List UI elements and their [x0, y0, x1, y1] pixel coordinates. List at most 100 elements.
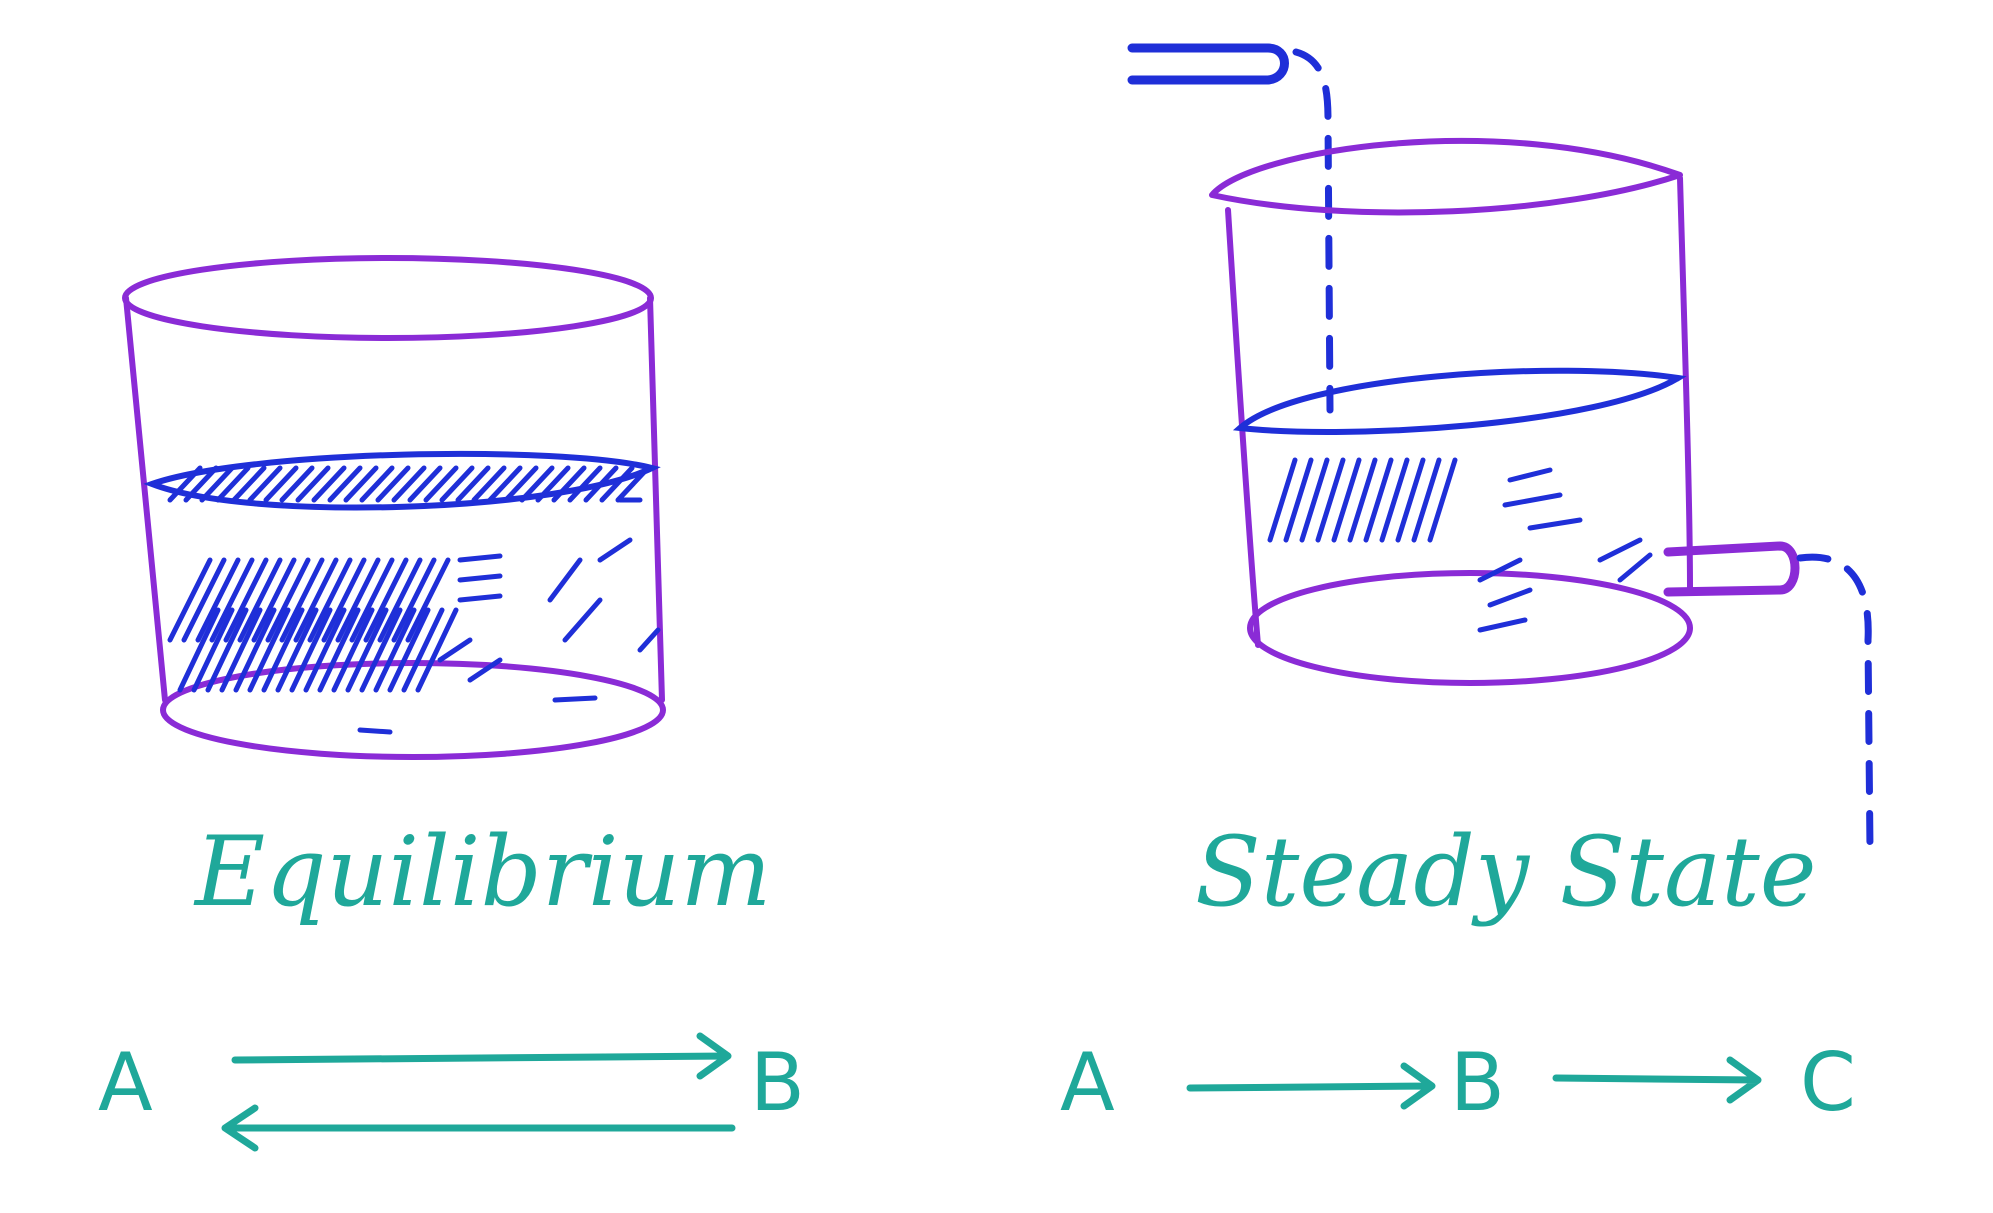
hatch-stroke: [1299, 457, 1330, 543]
equilibrium-caption: Equilibrium: [193, 816, 771, 928]
hatch-stroke: [599, 465, 635, 503]
vessel-right-wall: [1677, 175, 1693, 593]
hatch-stroke: [439, 465, 475, 503]
hatch-stroke: [547, 557, 583, 603]
hatch-stroke: [597, 537, 633, 563]
hatch-stroke: [167, 557, 213, 643]
vessel-right-wall: [647, 295, 665, 703]
hatch-stroke: [1315, 457, 1346, 543]
hatch-stroke: [303, 607, 347, 693]
equilibrium-reaction: A B: [98, 1032, 805, 1152]
hatch-stroke: [331, 607, 375, 693]
liquid-hatching: [1267, 457, 1653, 633]
hatch-stroke: [231, 465, 267, 503]
hatch-stroke: [1477, 557, 1523, 583]
hatch-stroke: [415, 607, 459, 693]
hatch-stroke: [311, 465, 347, 503]
hatch-stroke: [167, 465, 203, 503]
hatch-stroke: [401, 607, 445, 693]
vessel-left-wall: [1225, 207, 1261, 648]
hatch-stroke: [562, 597, 603, 643]
hatch-stroke: [199, 465, 235, 503]
hatch-stroke: [1527, 517, 1583, 531]
steady-state-panel: [1127, 43, 1874, 854]
hatch-stroke: [289, 607, 333, 693]
hatch-stroke: [1487, 587, 1533, 608]
hatch-stroke: [275, 607, 319, 693]
steady-state-reaction: A B C: [1060, 1036, 1856, 1129]
hatch-stroke: [457, 553, 503, 563]
hatch-stroke: [307, 557, 353, 643]
hatch-stroke: [357, 727, 393, 735]
a-to-b-arrow: [1186, 1062, 1436, 1110]
outlet-tap: [1663, 541, 1874, 854]
species-b: B: [1450, 1036, 1505, 1129]
hatch-stroke: [1597, 537, 1643, 563]
forward-arrow: [231, 1032, 732, 1080]
hatch-stroke: [219, 607, 263, 693]
hatch-stroke: [177, 607, 221, 693]
vessel-bottom: [1247, 570, 1693, 686]
outlet-pipe: [1663, 541, 1800, 597]
hatch-stroke: [1411, 457, 1442, 543]
hatch-stroke: [1502, 492, 1563, 508]
hatch-stroke: [317, 607, 361, 693]
hatch-stroke: [327, 465, 363, 503]
species-a: A: [1060, 1036, 1115, 1129]
species-c: C: [1800, 1036, 1856, 1129]
vessel-bottom: [160, 660, 666, 760]
hatch-stroke: [1427, 457, 1458, 543]
hatch-stroke: [375, 465, 411, 503]
hatch-stroke: [237, 557, 283, 643]
hatch-stroke: [209, 557, 255, 643]
b-to-c-arrow: [1552, 1056, 1762, 1104]
species-a: A: [98, 1036, 153, 1129]
hatch-stroke: [321, 557, 367, 643]
hatch-stroke: [437, 637, 473, 663]
hatch-stroke: [181, 557, 227, 643]
reverse-arrow: [221, 1104, 736, 1152]
hatch-stroke: [1267, 457, 1298, 543]
hatch-stroke: [1379, 457, 1410, 543]
hatch-stroke: [265, 557, 311, 643]
hatch-stroke: [205, 607, 249, 693]
hatch-stroke: [293, 557, 339, 643]
vessel-top-rim: [122, 255, 654, 341]
hatch-stroke: [247, 607, 291, 693]
hatch-stroke: [387, 607, 431, 693]
hatch-stroke: [343, 465, 379, 503]
hatch-stroke: [407, 465, 443, 503]
hatch-stroke: [1347, 457, 1378, 543]
hatch-stroke: [263, 465, 299, 503]
hatch-stroke: [552, 695, 598, 703]
hatch-stroke: [215, 465, 251, 503]
steady-state-caption: Steady State: [1195, 816, 1817, 928]
hatch-stroke: [637, 627, 661, 653]
liquid-surface-ellipse: [143, 450, 661, 511]
hatch-stroke: [455, 465, 491, 503]
hatch-stroke: [363, 557, 409, 643]
hatch-stroke: [1331, 457, 1362, 543]
hatch-stroke: [335, 557, 381, 643]
hatch-stroke: [191, 607, 235, 693]
liquid-hatching: [167, 465, 661, 735]
equilibrium-panel: [122, 255, 666, 760]
hatch-stroke: [1507, 467, 1553, 483]
hatch-stroke: [195, 557, 241, 643]
species-b: B: [750, 1036, 805, 1129]
hatch-stroke: [503, 465, 539, 503]
hatch-stroke: [349, 557, 395, 643]
inlet-flow: [1292, 48, 1334, 414]
hatch-stroke: [457, 593, 503, 603]
hatch-stroke: [457, 573, 503, 583]
hatch-stroke: [247, 465, 283, 503]
hatch-stroke: [233, 607, 277, 693]
outlet-flow: [1796, 553, 1874, 854]
hatch-stroke: [279, 557, 325, 643]
hatch-stroke: [583, 465, 619, 503]
hatch-stroke: [615, 465, 651, 503]
inlet-pipe: [1127, 43, 1289, 85]
hatch-stroke: [261, 607, 305, 693]
hatch-stroke: [377, 557, 423, 643]
liquid-surface: [143, 450, 661, 511]
